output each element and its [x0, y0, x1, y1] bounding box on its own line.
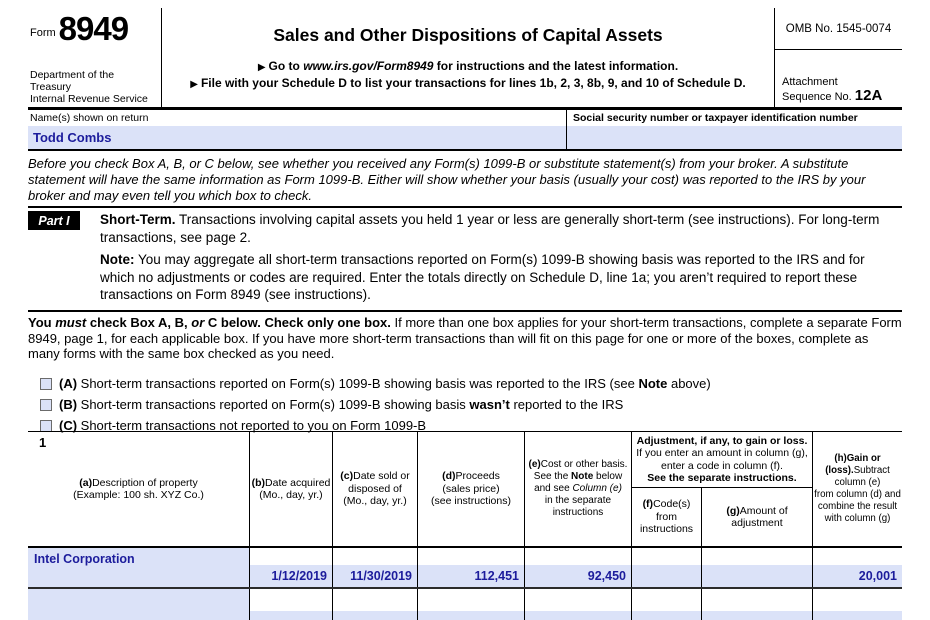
box-a-tag: (A)	[59, 376, 78, 391]
taxpayer-row: Name(s) shown on return Todd Combs Socia…	[28, 110, 902, 151]
ssn-input[interactable]	[567, 126, 902, 149]
ssn-label: Social security number or taxpayer ident…	[573, 112, 858, 124]
name-cell: Name(s) shown on return Todd Combs	[28, 110, 567, 149]
irs-url: www.irs.gov/Form8949	[303, 59, 434, 73]
col-header-cost-basis: (e)Cost or other basis. See the Note bel…	[525, 432, 632, 546]
col-header-date-sold: (c)Date sold or disposed of (Mo., day, y…	[333, 432, 418, 546]
department-line-2: Internal Revenue Service	[30, 93, 148, 105]
date-sold-field[interactable]	[333, 611, 417, 620]
box-a-row: (A) Short-term transactions reported on …	[40, 373, 900, 394]
box-b-label: (B) Short-term transactions reported on …	[59, 397, 624, 412]
short-term-paragraph: Short-Term. Transactions involving capit…	[100, 211, 882, 246]
form-number-block: Form 8949 Department of the Treasury Int…	[28, 8, 161, 107]
checkbox-a[interactable]	[40, 377, 52, 390]
department-lines: Department of the Treasury Internal Reve…	[30, 69, 157, 105]
short-term-rest: Transactions involving capital assets yo…	[100, 212, 880, 245]
broker-note-paragraph: Before you check Box A, B, or C below, s…	[28, 156, 866, 203]
aggregate-note-paragraph: Note: You may aggregate all short-term t…	[100, 251, 882, 304]
department-line-1: Department of the Treasury	[30, 69, 115, 93]
table-header-row: 1 (a)Description of property (Example: 1…	[28, 432, 902, 548]
description-field[interactable]: Intel Corporation	[28, 548, 250, 587]
table-row: Intel Corporation 1/12/2019 11/30/2019 1…	[28, 548, 902, 589]
col-header-date-acquired: (b)Date acquired (Mo., day, yr.)	[250, 432, 333, 546]
note-label: Note:	[100, 252, 135, 267]
header-divider	[28, 107, 902, 110]
box-b-row: (B) Short-term transactions reported on …	[40, 394, 900, 415]
form-number: 8949	[58, 10, 129, 47]
box-a-label: (A) Short-term transactions reported on …	[59, 376, 711, 391]
description-field[interactable]	[28, 589, 250, 620]
note-rest: You may aggregate all short-term transac…	[100, 252, 865, 302]
cost-basis-field[interactable]: 92,450	[525, 565, 631, 587]
omb-number: OMB No. 1545-0074	[775, 8, 902, 50]
code-field[interactable]	[632, 611, 701, 620]
sequence-number: 12A	[854, 87, 883, 104]
line-number: 1	[39, 435, 47, 450]
box-b-tag: (B)	[59, 397, 78, 412]
proceeds-field[interactable]: 112,451	[418, 565, 524, 587]
adjustment-group-caption: Adjustment, if any, to gain or loss. If …	[632, 432, 812, 488]
checkbox-b[interactable]	[40, 398, 52, 411]
instr-bold-2: check Box A, B,	[86, 315, 192, 330]
form-title-block: Sales and Other Dispositions of Capital …	[161, 8, 775, 107]
section-divider	[28, 206, 902, 208]
part-1-section: Part I Short-Term. Transactions involvin…	[28, 211, 902, 304]
attachment-word: Attachment	[782, 76, 838, 88]
short-term-label: Short-Term.	[100, 212, 176, 227]
name-label: Name(s) shown on return	[30, 112, 149, 124]
instr-italic-2: or	[191, 315, 205, 330]
col-header-codes: (f)Code(s) from instructions	[632, 488, 702, 546]
form-header: Form 8949 Department of the Treasury Int…	[28, 8, 902, 107]
cost-basis-field[interactable]	[525, 611, 631, 620]
transactions-table: 1 (a)Description of property (Example: 1…	[28, 431, 902, 620]
box-c-tag: (C)	[59, 418, 78, 433]
goto-pre: Go to	[268, 59, 304, 73]
check-box-instructions: You must check Box A, B, or C below. Che…	[28, 315, 902, 362]
date-acquired-field[interactable]: 1/12/2019	[250, 565, 332, 587]
ssn-cell: Social security number or taxpayer ident…	[567, 110, 902, 149]
sequence-line: Sequence No. 12A	[782, 87, 902, 104]
date-acquired-field[interactable]	[250, 611, 332, 620]
name-input[interactable]: Todd Combs	[28, 126, 566, 149]
col-header-description: 1 (a)Description of property (Example: 1…	[28, 432, 250, 546]
date-sold-field[interactable]: 11/30/2019	[333, 565, 417, 587]
instr-bold-3: C below. Check only one box.	[204, 315, 395, 330]
instr-rest: If more than one box applies for your sh…	[28, 315, 902, 362]
sequence-label: Sequence No.	[782, 91, 855, 103]
goto-instruction: ▶ Go to www.irs.gov/Form8949 for instruct…	[162, 59, 774, 73]
col-header-adjustment-amount: (g)Amount of adjustment	[726, 504, 788, 530]
part-1-text: Short-Term. Transactions involving capit…	[100, 211, 882, 304]
form-word: Form	[30, 27, 56, 39]
part-1-badge: Part I	[28, 211, 80, 230]
file-instruction: ▶ File with your Schedule D to list your …	[162, 76, 774, 90]
attachment-sequence: Attachment Sequence No. 12A	[775, 50, 902, 107]
right-arrow-icon: ▶	[190, 79, 198, 90]
gain-loss-field[interactable]: 20,001	[813, 565, 902, 587]
adjustment-field[interactable]	[702, 565, 812, 587]
form-number-line: Form 8949	[30, 10, 157, 47]
file-text: File with your Schedule D to list your t…	[200, 76, 746, 90]
table-row	[28, 589, 902, 620]
gain-loss-field[interactable]	[813, 611, 902, 620]
right-arrow-icon: ▶	[257, 62, 266, 73]
adjustment-field[interactable]	[702, 611, 812, 620]
checkbox-c[interactable]	[40, 419, 52, 432]
box-c-label: (C) Short-term transactions not reported…	[59, 418, 427, 433]
box-c-row: (C) Short-term transactions not reported…	[40, 415, 900, 436]
instr-bold-1: You	[28, 315, 56, 330]
box-options: (A) Short-term transactions reported on …	[40, 373, 900, 436]
proceeds-field[interactable]	[418, 611, 524, 620]
goto-post: for instructions and the latest informat…	[433, 59, 679, 73]
instr-italic-1: must	[55, 315, 87, 330]
page-title: Sales and Other Dispositions of Capital …	[273, 25, 663, 45]
section-divider-2	[28, 310, 902, 312]
col-header-proceeds: (d)Proceeds (sales price) (see instructi…	[418, 432, 525, 546]
col-header-gain-loss: (h)Gain or (loss).Subtract column (e) fr…	[814, 453, 901, 524]
col-header-adjustment-group: Adjustment, if any, to gain or loss. If …	[632, 432, 813, 546]
omb-block: OMB No. 1545-0074 Attachment Sequence No…	[775, 8, 902, 107]
code-field[interactable]	[632, 565, 701, 587]
